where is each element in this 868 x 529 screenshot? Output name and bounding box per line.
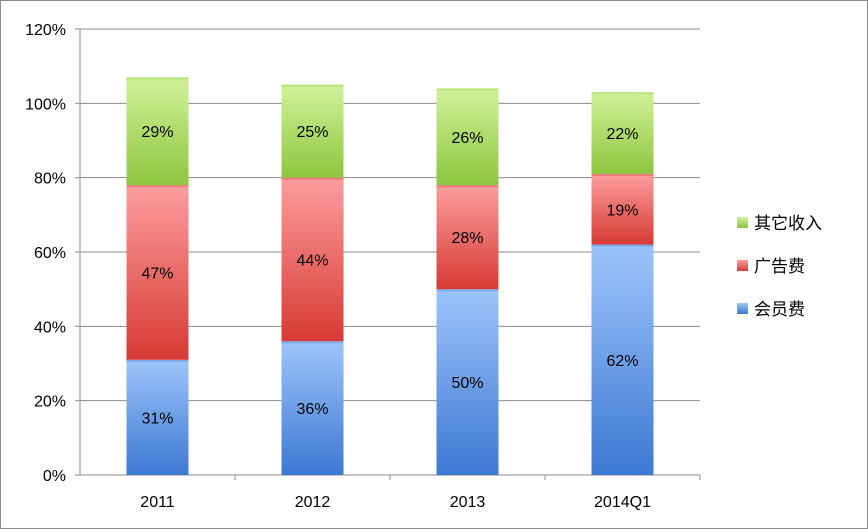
bar-segment (126, 185, 189, 360)
data-label: 36% (296, 401, 328, 418)
data-label: 44% (296, 252, 328, 269)
data-labels: 31% 47% 29% 36% 44% 25% 50% 28% 26% 62% 19% 22% (141, 124, 638, 427)
bar-segment (591, 92, 654, 174)
data-label: 28% (451, 230, 483, 247)
data-label: 31% (141, 410, 173, 427)
bar-segment (436, 185, 499, 290)
bar-segment (126, 77, 189, 186)
y-tick-label: 80% (34, 171, 66, 188)
data-label: 26% (451, 130, 483, 147)
data-label: 19% (606, 202, 638, 219)
y-tick-label: 0% (43, 468, 66, 485)
bar-segment-edge (281, 177, 344, 180)
bar-segment-edge (591, 244, 654, 247)
x-tick-label: 2014Q1 (594, 494, 651, 511)
bar-segment-edge (126, 77, 189, 80)
legend-label: 其它收入 (754, 214, 822, 234)
data-label: 25% (296, 124, 328, 141)
x-tick-label: 2012 (295, 494, 331, 511)
x-tick-label: 2011 (140, 494, 175, 511)
bar-segment-edge (591, 92, 654, 95)
data-label: 62% (606, 353, 638, 370)
legend-swatch (737, 303, 748, 314)
legend-swatch (737, 217, 748, 228)
bar-segment (126, 359, 189, 475)
bar-segment-edge (281, 84, 344, 87)
y-tick-label: 60% (34, 245, 66, 262)
bar-segment (436, 88, 499, 186)
y-tick-label: 100% (25, 96, 66, 113)
bar-segment-edge (126, 359, 189, 362)
bar-segment (436, 289, 499, 475)
y-tick-label: 40% (34, 319, 66, 336)
bar-segment-edge (436, 88, 499, 91)
data-label: 22% (606, 126, 638, 143)
bar-segment-edge (436, 289, 499, 292)
bar-segment-edge (436, 185, 499, 188)
data-label: 50% (451, 375, 483, 392)
y-tick-label: 20% (34, 394, 66, 411)
y-tick-label: 120% (25, 22, 66, 39)
bar-segment (281, 177, 344, 342)
bar-segment (281, 341, 344, 475)
data-label: 47% (141, 265, 173, 282)
x-tick-label: 2013 (450, 494, 486, 511)
bar-segment (281, 84, 344, 178)
bar-segment (591, 244, 654, 475)
data-label: 29% (141, 124, 173, 141)
legend-label: 会员费 (754, 300, 805, 320)
bar-segment-edge (281, 341, 344, 344)
bars (126, 77, 654, 475)
bar-segment-edge (126, 185, 189, 188)
bar-segment-edge (591, 173, 654, 176)
bar-segment (591, 173, 654, 245)
legend-label: 广告费 (754, 257, 805, 277)
legend-swatch (737, 260, 748, 271)
